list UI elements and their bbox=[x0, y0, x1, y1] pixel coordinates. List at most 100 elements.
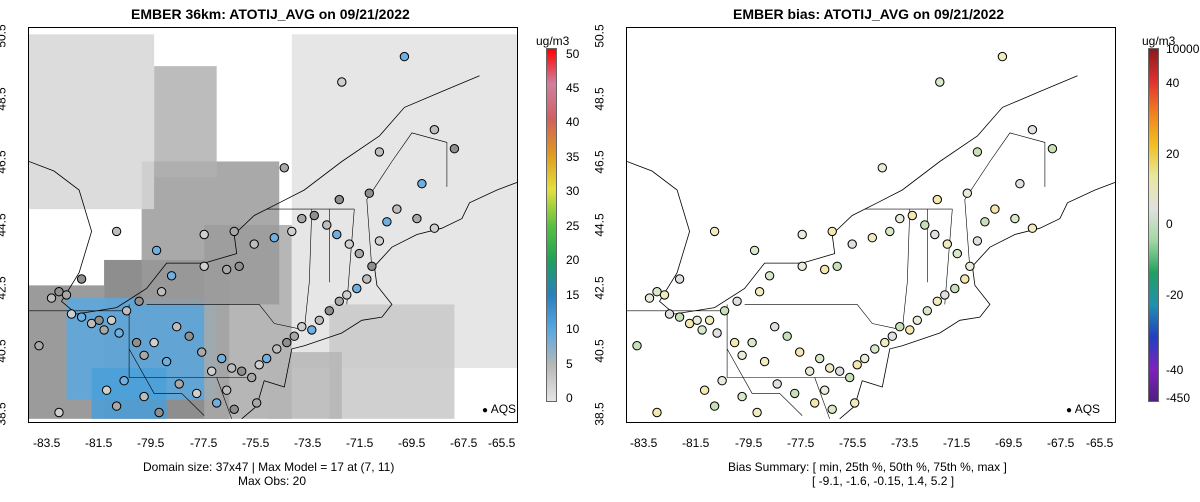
right-xtick-8: -67.5 bbox=[1047, 436, 1075, 450]
state-boundary-1 bbox=[146, 304, 305, 331]
aqs-station-marker bbox=[234, 261, 244, 272]
aqs-station-marker bbox=[134, 296, 144, 306]
aqs-station-marker bbox=[850, 398, 860, 408]
aqs-station-marker bbox=[342, 290, 352, 300]
left-xtick-6: -71.5 bbox=[346, 436, 374, 450]
aqs-station-marker bbox=[334, 296, 344, 306]
aqs-station-marker bbox=[870, 344, 880, 354]
aqs-station-marker bbox=[222, 264, 232, 275]
great-lakes-coastline bbox=[627, 75, 1078, 315]
left-map-svg bbox=[29, 28, 517, 422]
state-boundary-0 bbox=[128, 304, 250, 378]
aqs-station-marker bbox=[704, 315, 715, 325]
state-boundary-3 bbox=[944, 209, 953, 305]
aqs-station-marker bbox=[111, 401, 122, 411]
aqs-station-marker bbox=[749, 245, 760, 256]
state-boundary-9 bbox=[814, 377, 830, 419]
aqs-station-marker bbox=[764, 271, 775, 281]
left-xtick-2: -79.5 bbox=[137, 436, 165, 450]
right-ytick-0: 50.5 bbox=[592, 24, 607, 48]
aqs-station-marker bbox=[374, 236, 385, 246]
right-aqs-legend: ● AQS bbox=[1066, 402, 1101, 416]
aqs-station-marker bbox=[877, 163, 888, 173]
aqs-station-marker bbox=[935, 77, 945, 87]
aqs-station-marker bbox=[192, 388, 202, 399]
aqs-station-marker bbox=[697, 325, 707, 335]
right-xtick-9: -65.5 bbox=[1086, 436, 1114, 450]
aqs-station-marker bbox=[972, 147, 983, 157]
right-colorbar-unit: ug/m3 bbox=[1142, 34, 1176, 48]
aqs-station-marker bbox=[282, 337, 292, 348]
left-cbar-label-40: 40 bbox=[566, 115, 580, 129]
aqs-station-marker bbox=[912, 315, 922, 325]
left-cbar-label-45: 45 bbox=[566, 81, 580, 95]
aqs-station-marker bbox=[940, 290, 950, 300]
aqs-station-marker bbox=[174, 379, 184, 389]
atlantic-coastline bbox=[839, 181, 1115, 420]
aqs-station-marker bbox=[960, 274, 970, 284]
aqs-station-marker bbox=[354, 248, 364, 259]
aqs-station-marker bbox=[820, 385, 830, 395]
aqs-station-marker bbox=[324, 306, 334, 316]
left-colorbar-unit: ug/m3 bbox=[536, 34, 570, 48]
aqs-station-marker bbox=[747, 337, 757, 348]
state-boundary-4 bbox=[366, 132, 448, 270]
right-ytick-5: 40.5 bbox=[592, 339, 607, 363]
left-xtick-3: -77.5 bbox=[190, 436, 218, 450]
aqs-station-marker bbox=[279, 163, 290, 173]
aqs-station-marker bbox=[729, 337, 740, 348]
aqs-station-marker bbox=[289, 331, 299, 341]
aqs-station-marker bbox=[154, 407, 164, 418]
aqs-station-marker bbox=[674, 274, 685, 284]
aqs-station-marker bbox=[297, 213, 307, 224]
left-cbar-label-0: 0 bbox=[566, 391, 573, 405]
aqs-station-marker bbox=[717, 376, 727, 386]
aqs-station-marker bbox=[161, 356, 172, 367]
aqs-station-marker bbox=[827, 226, 837, 237]
aqs-station-marker bbox=[674, 312, 685, 322]
aqs-station-marker bbox=[709, 401, 720, 411]
aqs-station-marker bbox=[66, 309, 77, 319]
right-footer-bias-summary: Bias Summary: [ min, 25th %, 50th %, 75t… bbox=[728, 460, 1007, 474]
aqs-station-marker bbox=[770, 322, 780, 332]
aqs-station-marker bbox=[111, 226, 122, 237]
aqs-station-marker bbox=[344, 239, 354, 249]
model-field-block-6 bbox=[154, 66, 217, 178]
left-cbar-label-20: 20 bbox=[566, 253, 580, 267]
left-map-plot bbox=[28, 27, 518, 423]
aqs-station-marker bbox=[254, 360, 264, 370]
left-cbar-label-35: 35 bbox=[566, 150, 580, 164]
aqs-station-marker bbox=[249, 239, 259, 249]
aqs-station-marker bbox=[895, 213, 905, 224]
aqs-station-marker bbox=[412, 213, 422, 224]
aqs-station-marker bbox=[997, 51, 1008, 62]
aqs-station-marker bbox=[699, 385, 710, 395]
left-ytick-3: 44.5 bbox=[0, 213, 9, 237]
state-boundary-9 bbox=[216, 377, 232, 419]
right-ytick-2: 46.5 bbox=[592, 150, 607, 174]
model-field-block-7 bbox=[29, 34, 155, 210]
aqs-station-marker bbox=[965, 261, 975, 272]
left-xtick-4: -75.5 bbox=[242, 436, 270, 450]
aqs-station-marker bbox=[752, 407, 762, 418]
aqs-station-marker bbox=[199, 229, 209, 240]
right-xtick-2: -79.5 bbox=[735, 436, 763, 450]
model-map-panel: EMBER 36km: ATOTIJ_AVG on 09/21/2022 ● A… bbox=[0, 6, 580, 488]
aqs-station-marker bbox=[46, 293, 57, 303]
right-xtick-7: -69.5 bbox=[995, 436, 1023, 450]
aqs-station-marker bbox=[852, 360, 862, 370]
left-xtick-0: -83.5 bbox=[33, 436, 61, 450]
aqs-station-marker bbox=[832, 261, 842, 272]
aqs-station-marker bbox=[835, 366, 845, 376]
aqs-station-marker bbox=[364, 188, 374, 198]
aqs-station-marker bbox=[131, 337, 142, 348]
aqs-station-marker bbox=[712, 328, 722, 338]
aqs-station-marker bbox=[94, 315, 104, 325]
aqs-station-marker bbox=[920, 220, 930, 230]
aqs-station-marker bbox=[782, 331, 792, 341]
aqs-station-marker bbox=[399, 51, 410, 62]
aqs-station-marker bbox=[429, 125, 440, 135]
left-xtick-1: -81.5 bbox=[85, 436, 113, 450]
aqs-station-marker bbox=[334, 194, 344, 205]
aqs-station-marker bbox=[337, 77, 347, 87]
